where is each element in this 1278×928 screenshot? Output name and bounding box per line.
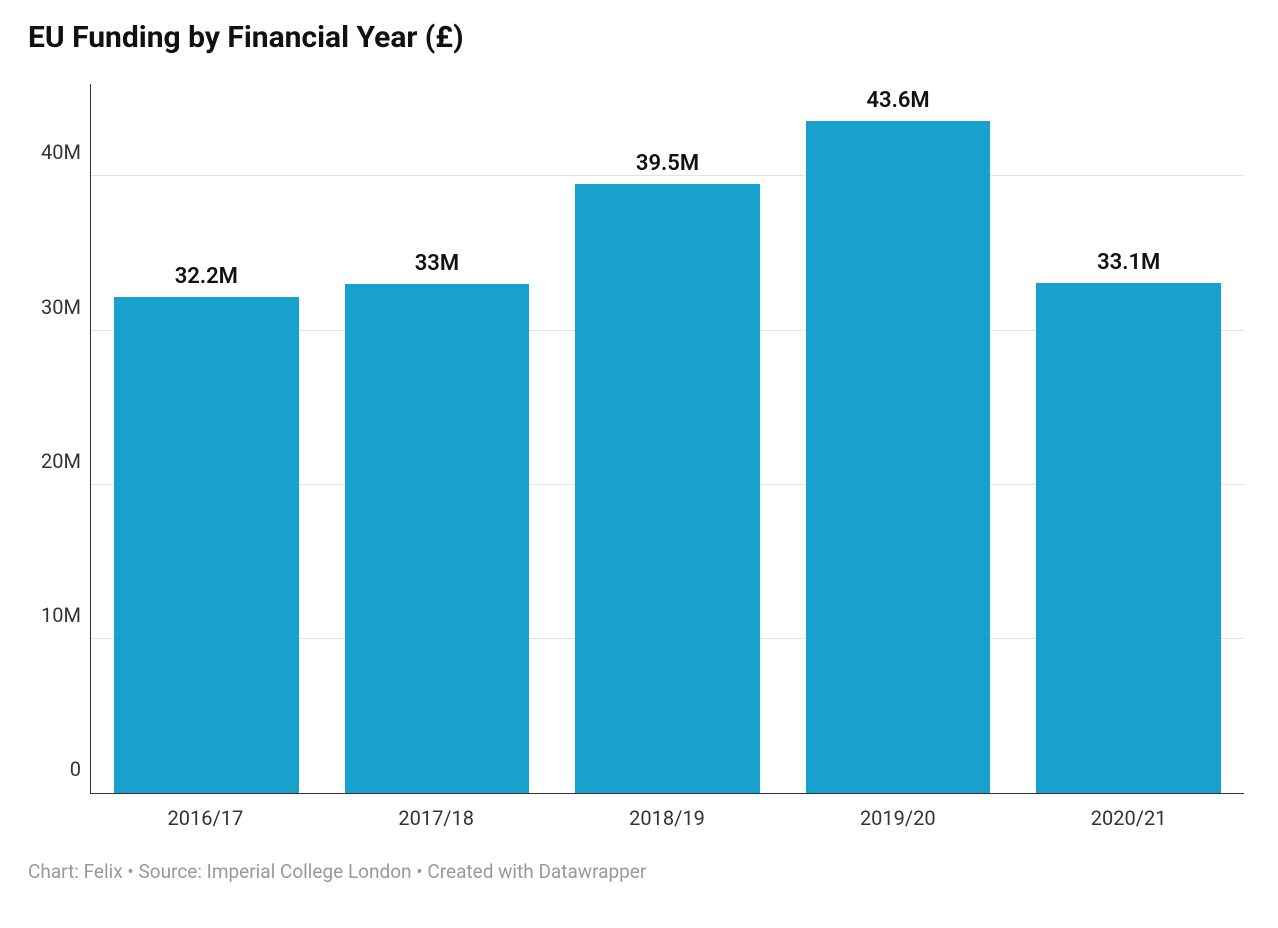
bar-slot: 33M (322, 84, 553, 793)
bar-slot: 32.2M (91, 84, 322, 793)
bar-value-label: 43.6M (866, 88, 929, 121)
bar: 33M (345, 284, 529, 793)
chart-footer: Chart: Felix • Source: Imperial College … (28, 860, 1250, 883)
x-tick-label: 2019/20 (782, 794, 1013, 830)
bar-slot: 39.5M (552, 84, 783, 793)
bar: 39.5M (575, 184, 759, 793)
x-tick-label: 2020/21 (1013, 794, 1244, 830)
bar: 43.6M (806, 121, 990, 793)
bar-value-label: 33.1M (1097, 250, 1160, 283)
bar-value-label: 33M (415, 251, 459, 284)
bar-value-label: 39.5M (636, 151, 699, 184)
bars-layer: 32.2M33M39.5M43.6M33.1M (91, 84, 1244, 793)
y-tick-label: 10M (41, 603, 91, 627)
chart-title: EU Funding by Financial Year (£) (28, 20, 1250, 56)
plot-outer: 32.2M33M39.5M43.6M33.1M 010M20M30M40M (90, 84, 1244, 794)
bar-slot: 43.6M (783, 84, 1014, 793)
x-axis: 2016/172017/182018/192019/202020/21 (90, 794, 1244, 830)
y-tick-label: 40M (41, 140, 91, 164)
y-tick-label: 30M (41, 295, 91, 319)
bar: 33.1M (1036, 283, 1220, 793)
bar: 32.2M (114, 297, 298, 793)
x-tick-label: 2018/19 (552, 794, 783, 830)
x-tick-label: 2016/17 (90, 794, 321, 830)
bar-slot: 33.1M (1013, 84, 1244, 793)
y-tick-label: 20M (41, 449, 91, 473)
plot-area: 32.2M33M39.5M43.6M33.1M 010M20M30M40M (90, 84, 1244, 794)
chart-container: EU Funding by Financial Year (£) 32.2M 33… (0, 0, 1278, 928)
bar-value-label: 32.2M (175, 264, 238, 297)
y-tick-label: 0 (70, 757, 91, 781)
x-tick-label: 2017/18 (321, 794, 552, 830)
